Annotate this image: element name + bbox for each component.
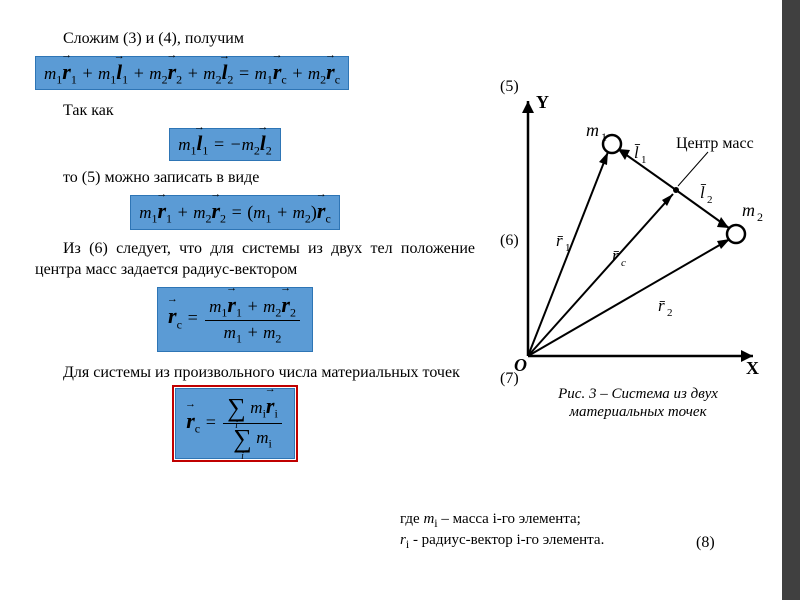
svg-text:2: 2 bbox=[707, 194, 713, 206]
figure-3: O X Y m 1 m 2 r̄ 1 r̄ c r̄ 2 l̄ bbox=[508, 86, 768, 421]
svg-text:1: 1 bbox=[565, 242, 571, 254]
text-line-2: Так как bbox=[35, 100, 475, 122]
text-line-1: Сложим (3) и (4), получим bbox=[35, 28, 475, 50]
svg-text:r̄: r̄ bbox=[556, 231, 564, 250]
svg-text:Центр масс: Центр масс bbox=[676, 135, 754, 152]
svg-text:Y: Y bbox=[536, 92, 549, 112]
svg-text:X: X bbox=[746, 358, 759, 376]
equation-7-row: rc = m1r1 + m2r2 m1 + m2 bbox=[35, 287, 435, 352]
equation-8: rc = ∑ miri ∑ mi bbox=[175, 388, 295, 460]
def-mass: где mi – масса i-го элемента; bbox=[400, 510, 680, 531]
svg-text:c: c bbox=[621, 257, 626, 269]
figure-svg: O X Y m 1 m 2 r̄ 1 r̄ c r̄ 2 l̄ bbox=[508, 86, 768, 376]
text-line-4: Из (6) следует, что для системы из двух … bbox=[35, 238, 475, 281]
caption-line-1: Рис. 3 – Система из двух bbox=[558, 386, 718, 402]
definitions: где mi – масса i-го элемента; ri - радиу… bbox=[400, 510, 680, 552]
svg-text:1: 1 bbox=[601, 130, 607, 144]
svg-text:2: 2 bbox=[667, 307, 673, 319]
equation-6: m1r1 + m2r2 = (m1 + m2)rc bbox=[130, 195, 340, 230]
svg-text:l̄: l̄ bbox=[700, 183, 707, 202]
svg-text:m: m bbox=[742, 200, 755, 220]
left-column: Сложим (3) и (4), получим m1r1 + m1l1 + … bbox=[35, 28, 475, 459]
equation-5-row: m1r1 + m1l1 + m2r2 + m2l2 = m1rc + m2rc bbox=[35, 56, 475, 91]
svg-text:O: O bbox=[514, 355, 527, 375]
svg-text:2: 2 bbox=[757, 210, 763, 224]
svg-text:1: 1 bbox=[641, 154, 647, 166]
text-line-5: Для системы из произвольного числа матер… bbox=[35, 362, 475, 384]
equation-5: m1r1 + m1l1 + m2r2 + m2l2 = m1rc + m2rc bbox=[35, 56, 349, 91]
decor-sidebar bbox=[782, 0, 800, 600]
equation-8-row: rc = ∑ miri ∑ mi bbox=[35, 388, 435, 460]
caption-line-2: материальных точек bbox=[569, 404, 706, 420]
equation-l: m1l1 = −m2l2 bbox=[169, 128, 281, 162]
svg-text:r̄: r̄ bbox=[658, 296, 666, 315]
svg-text:m: m bbox=[586, 120, 599, 140]
def-radius: ri - радиус-вектор i-го элемента. bbox=[400, 531, 680, 552]
equation-6-row: m1r1 + m2r2 = (m1 + m2)rc bbox=[35, 195, 435, 230]
svg-text:l̄: l̄ bbox=[634, 143, 641, 162]
figure-caption: Рис. 3 – Система из двух материальных то… bbox=[508, 385, 768, 421]
text-line-3: то (5) можно записать в виде bbox=[35, 167, 475, 189]
eqnum-8: (8) bbox=[696, 534, 715, 552]
equation-l-row: m1l1 = −m2l2 bbox=[35, 128, 415, 162]
equation-7: rc = m1r1 + m2r2 m1 + m2 bbox=[157, 287, 313, 352]
